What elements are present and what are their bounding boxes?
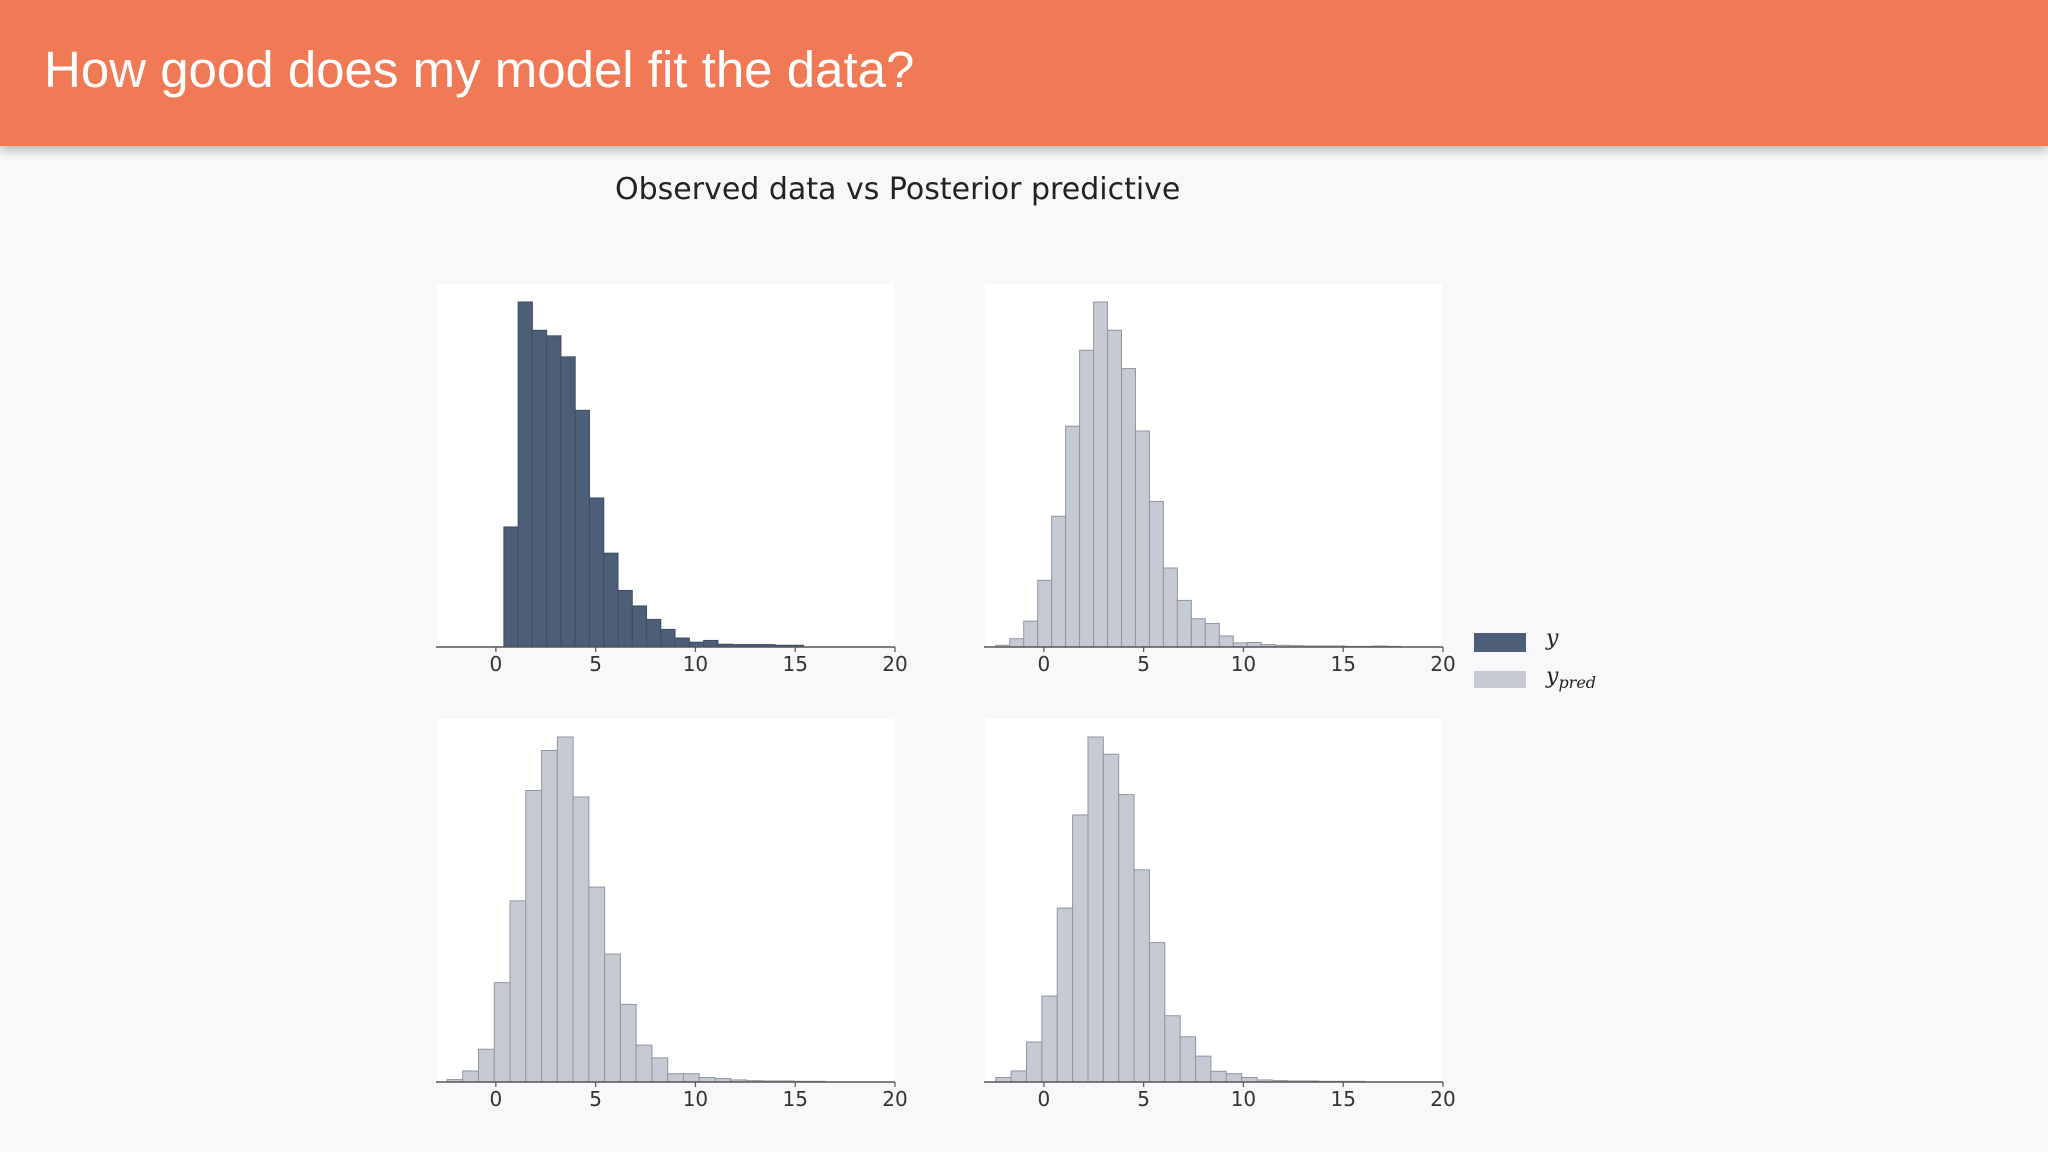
histogram-bar [1225,1073,1243,1083]
histogram-bar [604,953,621,1083]
histogram-bar [1051,515,1067,648]
histogram-bar [1204,623,1220,648]
histogram-bar [531,329,548,648]
histogram-panel-top-right: 0 5 10 15 20 [984,284,1463,687]
histogram-bar [517,301,533,648]
histogram-bar [1134,430,1150,648]
histogram-bar [617,589,633,648]
histogram-bar [503,526,519,648]
histogram-bar [660,628,676,648]
histogram-bar [574,409,590,648]
histogram-bar [1010,1070,1028,1083]
x-tick-label: 0 [1038,1087,1051,1111]
histogram-bar [1164,1015,1181,1083]
histogram-bar [478,1048,495,1083]
histogram-bar [1148,942,1166,1083]
x-tick-label: 5 [589,652,602,676]
slide-title: How good does my model fit the data? [44,41,915,98]
histogram-bar [525,789,543,1083]
x-tick-label: 5 [1137,1087,1150,1111]
histogram-bar [651,1057,669,1083]
histogram-bar [1190,618,1206,648]
histogram-svg: 0 5 10 15 20 [984,719,1456,1111]
histogram-bar [635,1044,653,1083]
x-tick-label: 15 [782,1087,807,1111]
legend-item-observed: y [1474,626,1674,660]
histogram-bar [1056,907,1074,1083]
x-tick-label: 10 [1231,652,1256,676]
histogram-bar [541,749,558,1083]
x-tick-label: 20 [882,652,907,676]
histogram-bar [646,618,662,648]
histogram-bar [509,900,527,1083]
histogram-panel-top-left: 0 5 10 15 20 [436,284,915,687]
histogram-bar [603,552,619,648]
histogram-bar [493,982,511,1083]
histogram-bar [1065,425,1081,648]
histogram-bar [1218,635,1234,648]
x-tick-label: 10 [683,652,708,676]
x-tick-label: 0 [490,1087,503,1111]
histogram-panel-bottom-left: 0 5 10 15 20 [436,719,915,1122]
x-tick-label: 10 [683,1087,708,1111]
histogram-bar [1102,753,1120,1083]
histogram-bar [1079,349,1095,648]
histogram-bar [546,335,562,648]
x-tick-label: 0 [1038,652,1051,676]
histogram-bar [1195,1055,1212,1083]
histogram-panel-bottom-right: 0 5 10 15 20 [984,719,1463,1122]
histogram-bar [1121,368,1136,648]
x-tick-label: 15 [1330,652,1355,676]
histogram-bar [1009,638,1025,648]
histogram-bar [1133,869,1150,1083]
histogram-bar [667,1073,684,1083]
slide-header: How good does my model fit the data? [0,0,2048,146]
legend-label-predicted: ypred [1546,664,1597,692]
x-tick-label: 0 [490,652,503,676]
legend-swatch-observed [1474,633,1526,652]
legend-item-predicted: ypred [1474,664,1674,698]
legend-label-observed: y [1546,626,1559,651]
histogram-svg: 0 5 10 15 20 [436,284,908,676]
histogram-bar [1072,814,1089,1083]
histogram-bar [1148,500,1164,648]
histogram-svg: 0 5 10 15 20 [436,719,908,1111]
histogram-bar [1162,567,1178,648]
histogram-bar [1210,1070,1227,1083]
histogram-bar [1179,1036,1197,1083]
histogram-bar [1118,794,1135,1083]
histogram-bar [619,1003,637,1083]
chart-title: Observed data vs Posterior predictive [615,172,1181,207]
histogram-bar [682,1073,700,1083]
histogram-bar [674,637,690,648]
histogram-bar [588,886,606,1083]
histogram-bar [1041,995,1058,1083]
histogram-bar [703,639,719,648]
histogram-bar [1023,620,1039,648]
histogram-bar [631,605,648,648]
histogram-bar [560,356,576,648]
histogram-svg: 0 5 10 15 20 [984,284,1456,676]
histogram-bar [588,497,605,648]
histogram-bar [556,736,574,1083]
x-tick-label: 20 [1430,1087,1455,1111]
histogram-bar [1093,301,1109,648]
x-tick-label: 5 [1137,652,1150,676]
histogram-bar [1107,329,1123,648]
histogram-bar [1087,736,1104,1083]
legend-swatch-predicted [1474,671,1526,688]
x-tick-label: 20 [882,1087,907,1111]
histogram-bar [1037,579,1053,648]
x-tick-label: 10 [1231,1087,1256,1111]
x-tick-label: 15 [1330,1087,1355,1111]
x-tick-label: 20 [1430,652,1455,676]
x-tick-label: 15 [782,652,807,676]
histogram-bar [462,1070,480,1083]
histogram-bar [1026,1041,1043,1083]
x-tick-label: 5 [589,1087,602,1111]
histogram-bar [1176,599,1192,648]
histogram-bar [572,796,590,1083]
